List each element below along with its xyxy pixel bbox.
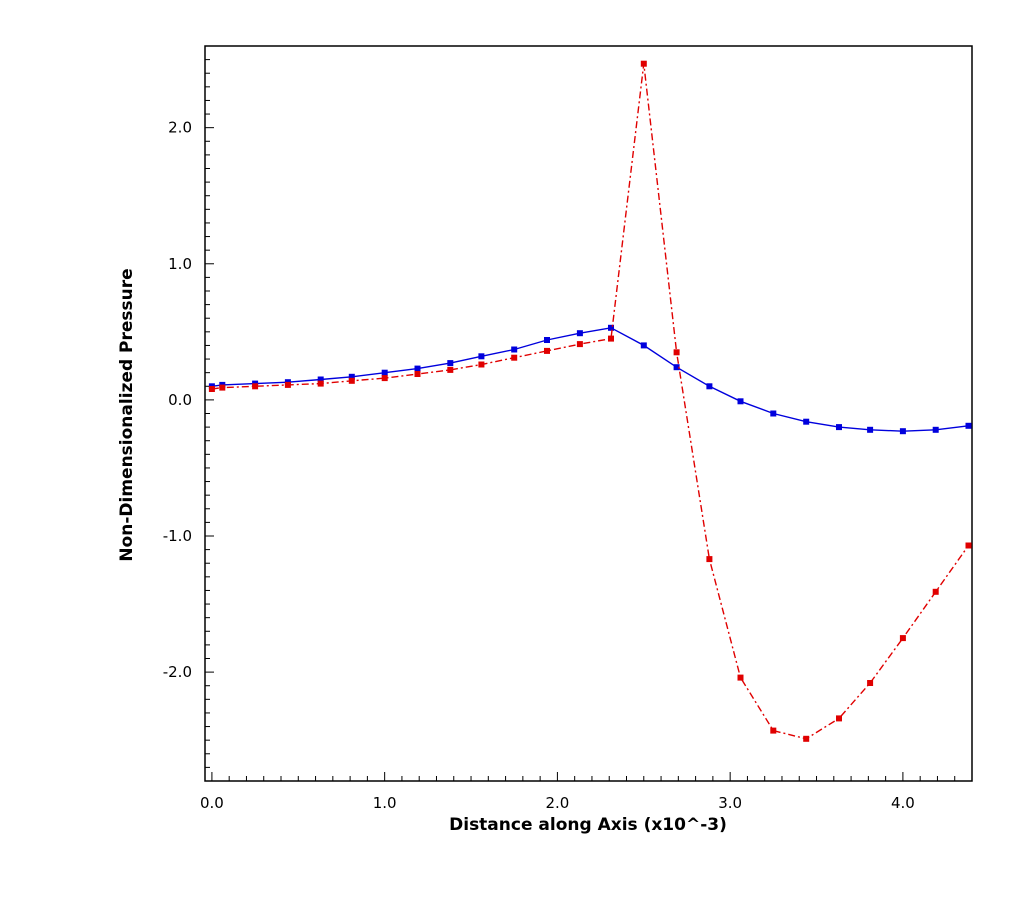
data-point xyxy=(381,375,388,382)
data-point xyxy=(770,410,777,417)
data-point xyxy=(447,360,454,367)
data-point xyxy=(348,377,355,384)
series-line xyxy=(211,63,970,740)
data-point xyxy=(608,324,614,331)
data-point xyxy=(899,428,906,435)
data-point xyxy=(544,337,550,343)
x-tick-label: 3.0 xyxy=(718,794,742,812)
data-point xyxy=(478,361,485,368)
data-point xyxy=(381,369,388,376)
data-point xyxy=(348,373,355,380)
data-point xyxy=(836,715,842,722)
data-point xyxy=(706,556,713,563)
data-point xyxy=(640,60,647,67)
data-point xyxy=(447,366,454,373)
data-point xyxy=(737,674,744,681)
data-point xyxy=(414,365,421,372)
data-point xyxy=(673,364,680,371)
data-point xyxy=(706,383,713,390)
series-layer xyxy=(208,60,972,742)
y-tick-label: 1.0 xyxy=(168,255,192,273)
data-point xyxy=(965,542,972,549)
x-tick-label: 4.0 xyxy=(891,794,915,812)
data-point xyxy=(770,727,777,734)
data-point xyxy=(252,383,259,390)
y-axis: 2.0 1.0 0.0 -1.0 -2.0 xyxy=(163,45,214,782)
y-tick-label: -1.0 xyxy=(163,527,192,545)
x-axis: 0.0 1.0 2.0 3.0 4.0 xyxy=(200,772,973,812)
y-tick-label: 0.0 xyxy=(168,391,192,409)
data-point xyxy=(932,426,939,433)
plot-frame xyxy=(204,45,973,782)
data-point xyxy=(576,330,583,337)
data-point xyxy=(803,735,810,742)
data-point xyxy=(208,386,215,392)
data-point xyxy=(284,381,291,388)
data-point xyxy=(576,341,583,348)
data-point xyxy=(640,342,647,349)
series-1 xyxy=(208,324,972,435)
series-line xyxy=(211,327,969,432)
data-point xyxy=(478,353,485,360)
data-point xyxy=(965,422,972,429)
data-point xyxy=(317,380,324,387)
y-axis-title: Non-Dimensionalized Pressure xyxy=(117,268,137,561)
data-point xyxy=(414,371,421,377)
data-point xyxy=(317,376,324,383)
data-point xyxy=(608,335,614,342)
data-point xyxy=(673,349,680,356)
x-tick-label: 2.0 xyxy=(545,794,569,812)
series-2 xyxy=(208,60,972,742)
data-point xyxy=(803,418,810,425)
x-axis-title: Distance along Axis (x10^-3) xyxy=(449,815,727,835)
data-point xyxy=(867,680,874,686)
x-tick-label: 0.0 xyxy=(200,794,224,812)
data-point xyxy=(544,347,550,354)
data-point xyxy=(867,426,874,433)
data-point xyxy=(511,346,518,353)
y-tick-label: 2.0 xyxy=(168,119,192,137)
data-point xyxy=(932,588,939,595)
data-point xyxy=(219,384,226,391)
x-tick-label: 1.0 xyxy=(373,794,397,812)
data-point xyxy=(899,635,906,642)
y-tick-label: -2.0 xyxy=(163,663,192,681)
data-point xyxy=(836,424,842,431)
data-point xyxy=(511,354,518,361)
data-point xyxy=(737,398,744,405)
